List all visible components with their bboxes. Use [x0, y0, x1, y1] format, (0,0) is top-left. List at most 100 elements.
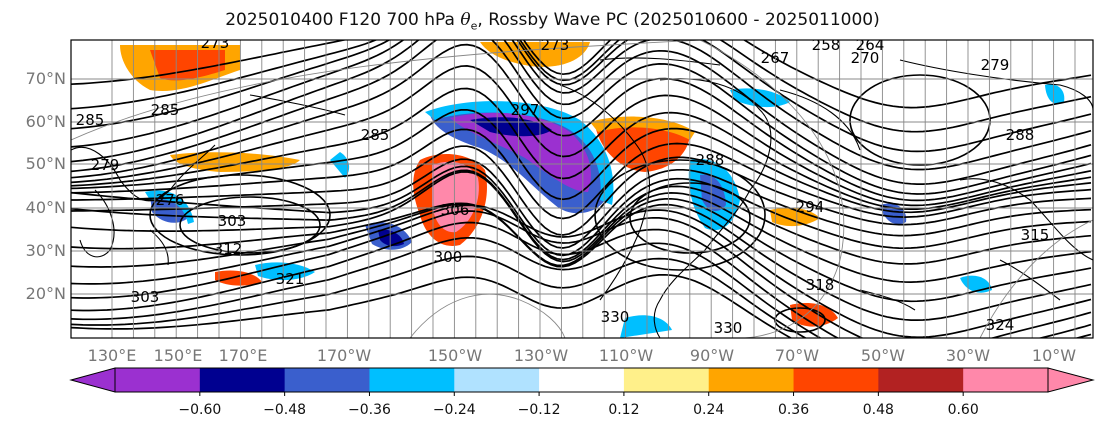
coastline [71, 144, 216, 202]
lat-label: 20°N [25, 284, 66, 303]
negative-anomaly-pacific-south [620, 315, 672, 338]
contour-label: 270 [851, 49, 880, 67]
coastline [149, 229, 169, 266]
coastline [653, 249, 706, 338]
contour-label: 294 [796, 198, 825, 216]
contour-label: 273 [201, 34, 230, 52]
isentrope [71, 40, 1092, 109]
lon-label: 50°W [860, 346, 906, 365]
projection-arc [409, 293, 566, 338]
isentrope [71, 108, 1092, 214]
negative-anomaly-tropics [330, 152, 350, 178]
colorbar-segment [963, 368, 1049, 392]
colorbar-segment [793, 368, 879, 392]
isentrope [71, 197, 1092, 303]
lat-label: 60°N [25, 112, 66, 131]
coastline [859, 289, 916, 311]
contour-label: 279 [91, 156, 120, 174]
projection-arc [71, 40, 701, 141]
lon-label: 170°W [316, 346, 372, 365]
negative-anomaly-southeast [960, 275, 992, 293]
contour-label: 285 [76, 111, 105, 129]
coastlines [71, 57, 1093, 338]
isentrope [71, 65, 1092, 207]
isentrope [71, 145, 1092, 236]
isentrope [71, 221, 1092, 338]
lon-label: 150°E [153, 346, 203, 365]
colorbar-segment [708, 368, 795, 392]
isentrope [71, 204, 1092, 338]
lon-label: 90°W [689, 346, 735, 365]
contour-label: 288 [696, 151, 725, 169]
lat-label: 70°N [25, 69, 66, 88]
coastline [559, 84, 650, 301]
isentrope [71, 255, 808, 338]
colorbar-tick-label: −0.12 [517, 402, 561, 418]
projection-arc [979, 219, 1093, 338]
colorbar-tick-label: −0.24 [432, 402, 476, 418]
contour-label: 324 [986, 316, 1015, 334]
contour-label: 285 [361, 126, 390, 144]
projection-arc [699, 40, 845, 338]
colorbar-segment [115, 368, 201, 392]
positive-anomaly-caribbean [790, 302, 838, 327]
lat-label: 30°N [25, 241, 66, 260]
contour-label: 276 [156, 191, 185, 209]
isentrope [71, 87, 1092, 211]
coastline [79, 189, 115, 258]
colorbar-tick-label: 0.60 [947, 402, 979, 418]
lon-label: 130°W [513, 346, 569, 365]
negative-anomaly-north-pacific-outer [425, 101, 614, 205]
isentrope [71, 171, 1092, 283]
coastline [899, 59, 1093, 111]
colorbar-extend-high [1047, 367, 1095, 393]
lat-lon-grid [71, 40, 1093, 338]
colorbar-segment [454, 368, 540, 392]
contour-label: 264 [856, 36, 885, 54]
contour-label: 297 [511, 101, 540, 119]
lon-label: 150°W [427, 346, 483, 365]
coastline [959, 178, 1093, 261]
negative-anomaly-far-east [1045, 84, 1065, 105]
figure-title: 2025010400 F120 700 hPa θe, Rossby Wave … [0, 10, 1105, 32]
contour-label: 318 [806, 276, 835, 294]
closed-contour [594, 159, 766, 271]
coastline [249, 94, 346, 116]
closed-contour [849, 74, 991, 166]
colorbar-tick-label: 0.12 [608, 402, 640, 418]
colorbar [69, 367, 1095, 396]
isentrope [71, 210, 1092, 338]
lon-label: 130°E [87, 346, 137, 365]
isentrope [71, 273, 793, 338]
coastline [599, 57, 721, 66]
contour-label: 267 [761, 49, 790, 67]
contour-label: 330 [714, 319, 743, 337]
contour-label: 303 [218, 212, 247, 230]
contour-label: 330 [601, 308, 630, 326]
lon-label: 170°E [218, 346, 268, 365]
lat-label: 40°N [25, 198, 66, 217]
isentrope [71, 40, 1092, 185]
colorbar-segment [878, 368, 964, 392]
colorbar-segment [623, 368, 710, 392]
positive-anomaly-siberia-core [150, 50, 225, 81]
colorbar-segment [284, 368, 370, 392]
isentrope [71, 165, 1092, 257]
colorbar-segment [199, 368, 286, 392]
colorbar-tick-label: 0.36 [777, 402, 810, 418]
title-theta: θ [460, 10, 471, 30]
negative-anomaly-north-pacific-core [450, 112, 591, 192]
positive-anomaly-east-atlantic [770, 207, 820, 227]
contour-label: 306 [441, 201, 470, 219]
contour-label: 288 [1006, 126, 1035, 144]
isentrope [71, 128, 1092, 220]
colorbar-extend-low [69, 367, 116, 393]
title-theta-sub: e [470, 19, 478, 33]
contour-label: 279 [981, 56, 1010, 74]
isentrope [71, 43, 1092, 202]
coastline [999, 259, 1061, 301]
lon-label: 70°W [774, 346, 820, 365]
contour-labels: 273 285 285 285 273 297 267 258 264 279 288 294 303 3… [76, 34, 1050, 337]
negative-anomaly-aleutian-core [378, 229, 404, 247]
closed-contour [179, 196, 321, 254]
